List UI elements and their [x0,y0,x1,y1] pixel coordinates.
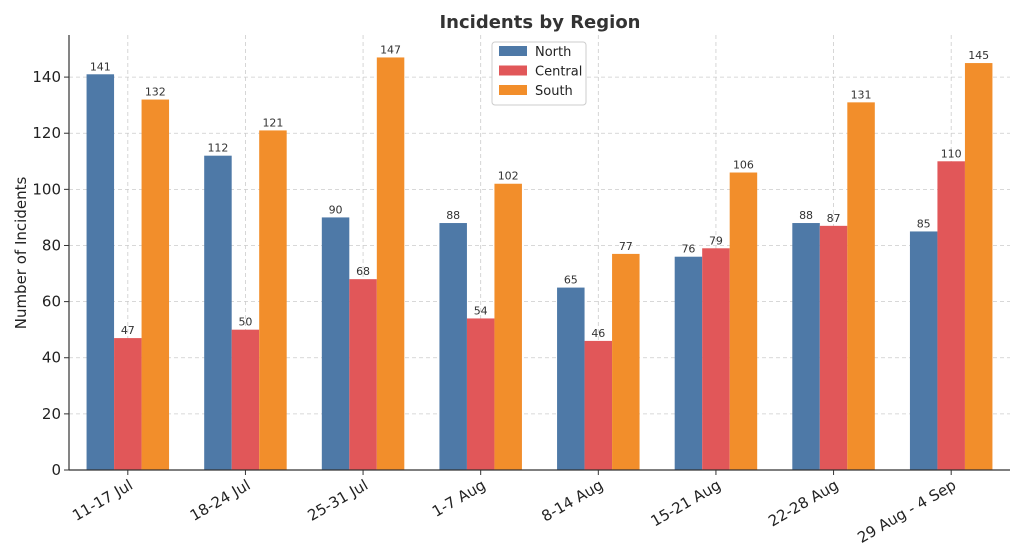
bar-south [376,57,405,471]
x-tick-label: 8-14 Aug [538,476,606,526]
x-tick-label: 11-17 Jul [69,476,136,525]
bar-north [321,217,350,470]
y-axis-label: Number of Incidents [12,177,30,330]
bar-south [964,63,993,471]
bar-value-label: 85 [917,217,931,230]
bar-central [114,338,142,470]
y-tick-label: 80 [42,236,61,254]
bar-north [674,256,703,470]
bar-value-label: 47 [121,324,135,337]
y-tick-label: 40 [42,349,61,367]
bar-value-label: 147 [380,43,401,56]
bar-value-label: 68 [356,265,370,278]
bars [86,57,993,471]
bar-value-label: 77 [619,240,633,253]
bar-value-label: 132 [145,86,166,99]
bar-labels: 141 112 90 88 65 76 88 85 47 50 68 54 46 79 87 110 132 12… [90,43,989,339]
x-tick-label: 22-28 Aug [765,476,841,530]
bar-central [349,279,377,470]
bar-north [439,223,467,470]
bar-south [847,102,875,471]
bar-north [557,287,585,470]
bar-value-label: 50 [238,316,252,329]
legend-label-south: South [535,84,573,99]
bar-north [86,74,115,471]
bar-value-label: 112 [207,142,228,155]
legend-swatch-south [499,85,527,95]
legend-swatch-north [499,46,527,56]
bar-value-label: 141 [90,60,111,73]
bar-value-label: 145 [968,49,989,62]
legend-label-north: North [535,45,571,60]
x-tick-label: 1-7 Aug [429,476,489,521]
x-tick-label: 25-31 Jul [305,476,372,525]
bar-value-label: 87 [827,212,841,225]
legend-label-central: Central [535,65,582,80]
y-tick-label: 140 [32,68,61,86]
y-tick-label: 60 [42,293,61,311]
legend-swatch-central [499,65,527,76]
y-tick-label: 100 [32,180,61,198]
bar-central [231,329,260,470]
bar-value-label: 88 [446,209,460,222]
bar-value-label: 46 [591,327,605,340]
bar-north [792,223,820,470]
x-tick-label: 18-24 Jul [187,476,254,525]
y-tick-label: 20 [42,405,61,423]
bar-south [141,99,170,470]
bar-south [612,253,640,470]
chart-title: Incidents by Region [439,12,640,33]
bar-value-label: 54 [474,304,488,317]
legend: North Central South [491,41,587,106]
bar-north [909,231,938,470]
bar-central [466,318,495,470]
bar-south [259,130,287,470]
bar-value-label: 106 [733,159,754,172]
bar-central [937,161,965,470]
bar-central [819,225,848,470]
bar-value-label: 121 [262,116,283,129]
bar-value-label: 90 [329,203,343,216]
bar-central [702,248,730,470]
y-tick-label: 120 [32,124,61,142]
x-tick-label: 15-21 Aug [648,476,724,530]
bar-central [584,340,613,470]
bar-value-label: 76 [681,243,695,256]
bar-value-label: 88 [799,209,813,222]
bar-south [729,172,758,471]
bar-value-label: 102 [498,170,519,183]
bar-north [204,155,232,470]
bar-value-label: 110 [941,147,962,160]
bar-value-label: 79 [709,234,723,247]
bar-value-label: 131 [851,88,872,101]
bar-value-label: 65 [564,274,578,287]
x-tick-label: 29 Aug - 4 Sep [854,476,959,547]
y-tick-label: 0 [51,461,61,479]
bar-south [494,183,522,470]
